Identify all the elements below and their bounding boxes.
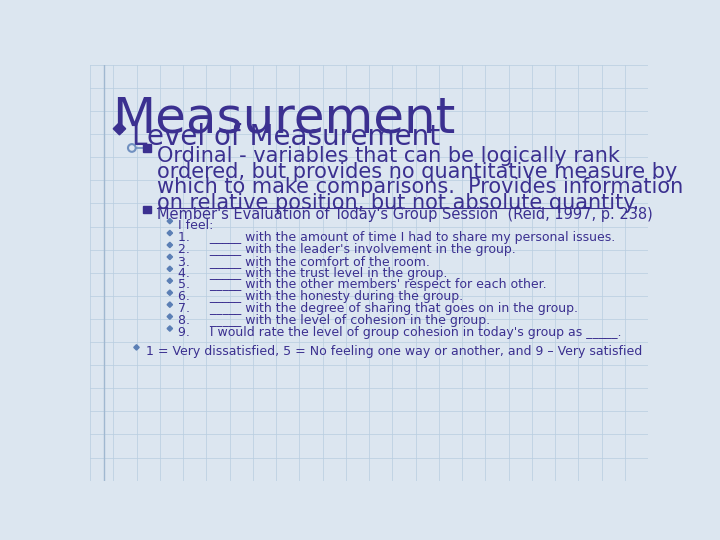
- Text: 1.     _____ with the amount of time I had to share my personal issues.: 1. _____ with the amount of time I had t…: [179, 231, 616, 244]
- Text: 9.     I would rate the level of group cohesion in today's group as _____.: 9. I would rate the level of group cohes…: [179, 326, 622, 339]
- Polygon shape: [167, 218, 173, 224]
- Polygon shape: [167, 266, 173, 272]
- Text: 7.     _____ with the degree of sharing that goes on in the group.: 7. _____ with the degree of sharing that…: [179, 302, 578, 315]
- Polygon shape: [167, 254, 173, 260]
- Polygon shape: [134, 345, 139, 350]
- Text: which to make comparisons.  Provides information: which to make comparisons. Provides info…: [158, 177, 684, 197]
- Text: 2.     _____ with the leader's involvement in the group.: 2. _____ with the leader's involvement i…: [179, 242, 516, 255]
- Polygon shape: [143, 206, 151, 213]
- Polygon shape: [113, 123, 126, 135]
- Text: ordered, but provides no quantitative measure by: ordered, but provides no quantitative me…: [158, 162, 678, 182]
- Text: 1 = Very dissatisfied, 5 = No feeling one way or another, and 9 – Very satisfied: 1 = Very dissatisfied, 5 = No feeling on…: [145, 345, 642, 358]
- Text: 3.     _____ with the comfort of the room.: 3. _____ with the comfort of the room.: [179, 254, 431, 268]
- Text: Measurement: Measurement: [112, 94, 455, 142]
- Text: Member's Evaluation of Today's Group Session  (Reid, 1997, p. 238): Member's Evaluation of Today's Group Ses…: [158, 207, 653, 222]
- Polygon shape: [167, 302, 173, 307]
- Text: on relative position, but not absolute quantity.: on relative position, but not absolute q…: [158, 193, 639, 213]
- Text: Ordinal - variables that can be logically rank: Ordinal - variables that can be logicall…: [158, 146, 621, 166]
- Polygon shape: [167, 314, 173, 319]
- Text: Level of Measurement: Level of Measurement: [132, 123, 440, 151]
- Polygon shape: [167, 242, 173, 248]
- Polygon shape: [167, 290, 173, 295]
- Polygon shape: [143, 144, 151, 152]
- Text: 5.     _____ with the other members' respect for each other.: 5. _____ with the other members' respect…: [179, 279, 547, 292]
- Text: 8.     _____ with the level of cohesion in the group.: 8. _____ with the level of cohesion in t…: [179, 314, 490, 327]
- Text: 6.     _____ with the honesty during the group.: 6. _____ with the honesty during the gro…: [179, 291, 464, 303]
- Polygon shape: [167, 278, 173, 284]
- Text: 4.     _____ with the trust level in the group.: 4. _____ with the trust level in the gro…: [179, 267, 448, 280]
- Polygon shape: [167, 326, 173, 331]
- Polygon shape: [167, 231, 173, 236]
- Text: I feel:: I feel:: [179, 219, 214, 232]
